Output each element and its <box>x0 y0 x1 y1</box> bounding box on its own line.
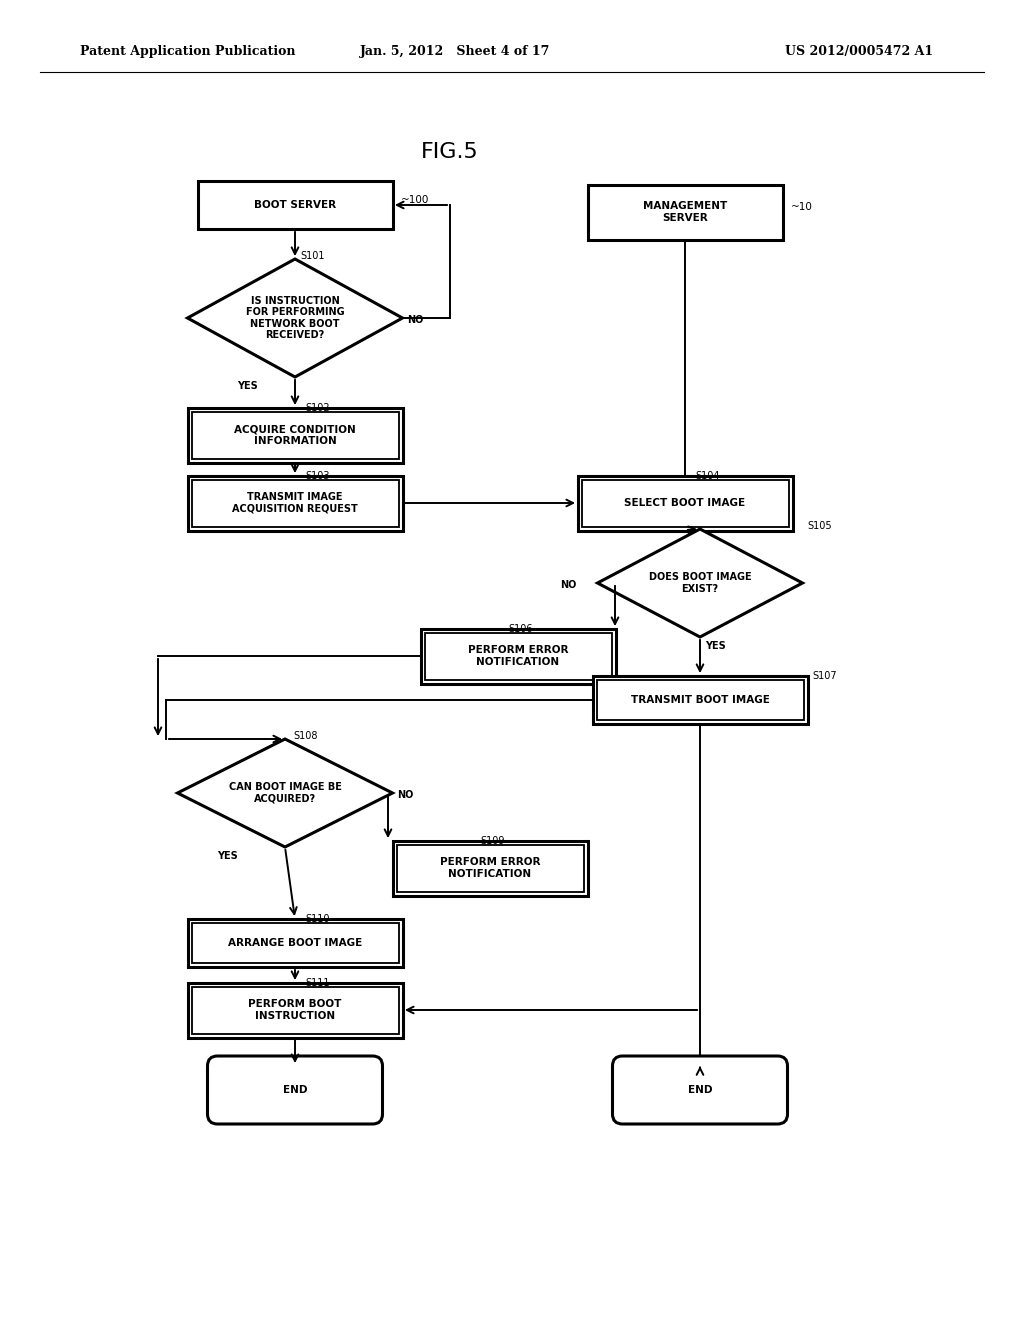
Bar <box>187 475 402 531</box>
Text: S105: S105 <box>807 521 831 531</box>
Text: IS INSTRUCTION
FOR PERFORMING
NETWORK BOOT
RECEIVED?: IS INSTRUCTION FOR PERFORMING NETWORK BO… <box>246 296 344 341</box>
Bar <box>421 628 615 684</box>
Text: ACQUIRE CONDITION
INFORMATION: ACQUIRE CONDITION INFORMATION <box>234 424 356 446</box>
Text: S109: S109 <box>480 836 505 846</box>
Bar <box>582 479 788 527</box>
Polygon shape <box>597 529 803 638</box>
Text: S107: S107 <box>812 671 837 681</box>
Text: NO: NO <box>560 579 577 590</box>
Text: US 2012/0005472 A1: US 2012/0005472 A1 <box>785 45 933 58</box>
Text: FIG.5: FIG.5 <box>421 143 479 162</box>
Text: ~100: ~100 <box>400 195 429 205</box>
Bar <box>198 181 392 228</box>
Text: SELECT BOOT IMAGE: SELECT BOOT IMAGE <box>625 498 745 508</box>
Bar <box>187 408 402 462</box>
FancyBboxPatch shape <box>208 1056 383 1125</box>
Text: S104: S104 <box>695 471 720 480</box>
Text: PERFORM ERROR
NOTIFICATION: PERFORM ERROR NOTIFICATION <box>468 645 568 667</box>
Text: END: END <box>283 1085 307 1096</box>
Text: NO: NO <box>407 315 423 325</box>
Text: DOES BOOT IMAGE
EXIST?: DOES BOOT IMAGE EXIST? <box>648 572 752 594</box>
Text: TRANSMIT IMAGE
ACQUISITION REQUEST: TRANSMIT IMAGE ACQUISITION REQUEST <box>232 492 357 513</box>
Text: YES: YES <box>217 851 238 861</box>
Text: S102: S102 <box>305 403 330 413</box>
Polygon shape <box>187 259 402 378</box>
Text: PERFORM BOOT
INSTRUCTION: PERFORM BOOT INSTRUCTION <box>248 999 342 1020</box>
Text: CAN BOOT IMAGE BE
ACQUIRED?: CAN BOOT IMAGE BE ACQUIRED? <box>228 783 341 804</box>
Text: S101: S101 <box>300 251 325 261</box>
Bar <box>191 923 398 964</box>
Text: S108: S108 <box>293 731 317 741</box>
Bar <box>578 475 793 531</box>
Text: YES: YES <box>237 381 258 391</box>
Bar <box>191 479 398 527</box>
Text: ~10: ~10 <box>791 202 812 213</box>
Bar <box>593 676 808 723</box>
Text: Jan. 5, 2012   Sheet 4 of 17: Jan. 5, 2012 Sheet 4 of 17 <box>359 45 550 58</box>
Text: END: END <box>688 1085 713 1096</box>
Text: BOOT SERVER: BOOT SERVER <box>254 201 336 210</box>
Text: S110: S110 <box>305 913 330 924</box>
Polygon shape <box>177 739 392 847</box>
Bar <box>588 185 782 239</box>
Bar <box>187 919 402 968</box>
Text: TRANSMIT BOOT IMAGE: TRANSMIT BOOT IMAGE <box>631 696 769 705</box>
Bar <box>191 986 398 1034</box>
Text: S111: S111 <box>305 978 330 987</box>
Bar <box>396 845 584 891</box>
Text: NO: NO <box>397 789 414 800</box>
Text: ARRANGE BOOT IMAGE: ARRANGE BOOT IMAGE <box>228 939 362 948</box>
Text: S103: S103 <box>305 471 330 480</box>
Bar <box>425 632 611 680</box>
Text: S106: S106 <box>508 624 532 634</box>
Text: MANAGEMENT
SERVER: MANAGEMENT SERVER <box>643 201 727 223</box>
Bar <box>191 412 398 458</box>
Text: PERFORM ERROR
NOTIFICATION: PERFORM ERROR NOTIFICATION <box>439 857 541 879</box>
Bar <box>597 680 804 719</box>
Bar <box>187 982 402 1038</box>
Bar <box>392 841 588 895</box>
Text: YES: YES <box>705 642 726 651</box>
FancyBboxPatch shape <box>612 1056 787 1125</box>
Text: Patent Application Publication: Patent Application Publication <box>80 45 296 58</box>
